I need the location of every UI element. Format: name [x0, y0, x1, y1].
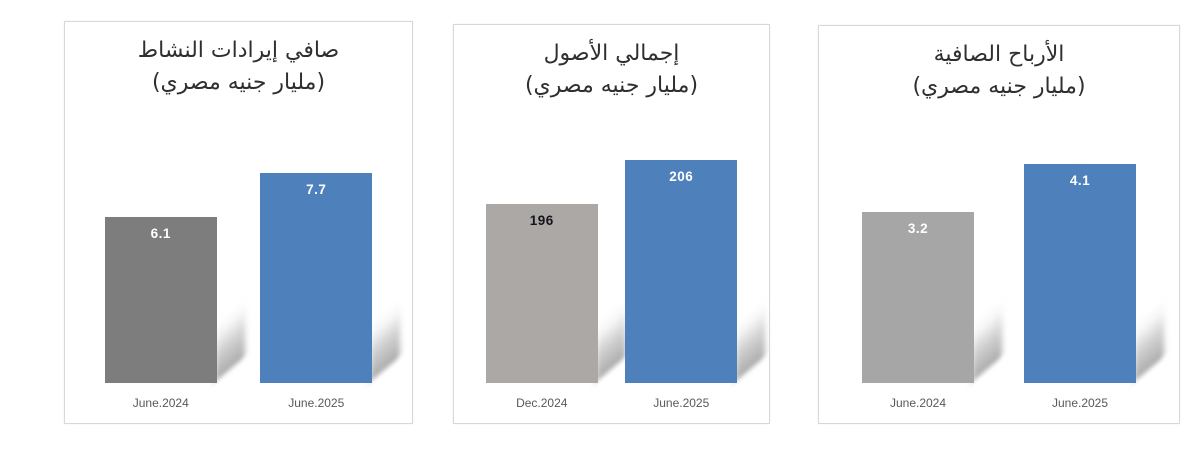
bar-June.2025: 4.1: [1024, 164, 1164, 383]
bar-perspective-shadow: [972, 298, 1002, 382]
bar-plot-area: 6.1 June.2024 7.7 June.2025: [65, 99, 412, 423]
bar-June.2024: 6.1: [104, 217, 245, 383]
chart-card-total-assets: إجمالي الأصول (مليار جنيه مصري) 196 Dec.2…: [453, 24, 770, 424]
bar-plot-area: 3.2 June.2024 4.1 June.2025: [819, 103, 1179, 423]
bar-perspective-shadow: [735, 298, 766, 382]
chart-title: إجمالي الأصول (مليار جنيه مصري): [454, 38, 769, 102]
chart-title-line1: إجمالي الأصول: [543, 41, 680, 66]
chart-title-line2: (مليار جنيه مصري): [524, 73, 699, 98]
bar-column: 7.7 June.2025: [239, 173, 401, 423]
chart-card-net-profits: الأرباح الصافية (مليار جنيه مصري) 3.2 Jun…: [818, 25, 1180, 424]
bar-value-label: 6.1: [150, 226, 171, 241]
chart-title-line1: صافي إيرادات النشاط: [137, 38, 340, 63]
x-axis-label: Dec.2024: [516, 396, 568, 410]
bar-column: 4.1 June.2025: [999, 164, 1164, 423]
chart-title: صافي إيرادات النشاط (مليار جنيه مصري): [65, 35, 412, 99]
bar-plot-area: 196 Dec.2024 206 June.2025: [454, 102, 769, 423]
bar-column: 6.1 June.2024: [83, 217, 245, 423]
bar-June.2025: 206: [625, 160, 766, 383]
bar-June.2024: 3.2: [862, 212, 1002, 383]
chart-card-net-activity-revenues: صافي إيرادات النشاط (مليار جنيه مصري) 6.…: [64, 21, 413, 424]
bar-perspective-shadow: [370, 298, 401, 382]
bar-column: 196 Dec.2024: [472, 204, 626, 423]
x-axis-label: June.2025: [288, 396, 345, 410]
bar-column: 3.2 June.2024: [837, 212, 1002, 423]
bar-value-label: 196: [529, 213, 554, 228]
bar-value-label: 7.7: [306, 182, 327, 197]
bar-value-label: 206: [669, 169, 694, 184]
chart-title-line2: (مليار جنيه مصري): [912, 74, 1086, 99]
x-axis-label: June.2024: [889, 396, 947, 410]
bar-column: 206 June.2025: [612, 160, 766, 423]
bar-value-label: 3.2: [907, 221, 929, 236]
x-axis-label: June.2025: [1051, 396, 1109, 410]
bar-perspective-shadow: [1134, 298, 1164, 382]
chart-title-line1: الأرباح الصافية: [933, 42, 1065, 67]
x-axis-label: June.2025: [653, 396, 710, 410]
bar-Dec.2024: 196: [485, 204, 626, 383]
x-axis-label: June.2024: [132, 396, 189, 410]
chart-title: الأرباح الصافية (مليار جنيه مصري): [819, 39, 1179, 103]
bar-value-label: 4.1: [1069, 173, 1091, 188]
chart-title-line2: (مليار جنيه مصري): [151, 70, 326, 95]
bar-June.2025: 7.7: [260, 173, 401, 383]
